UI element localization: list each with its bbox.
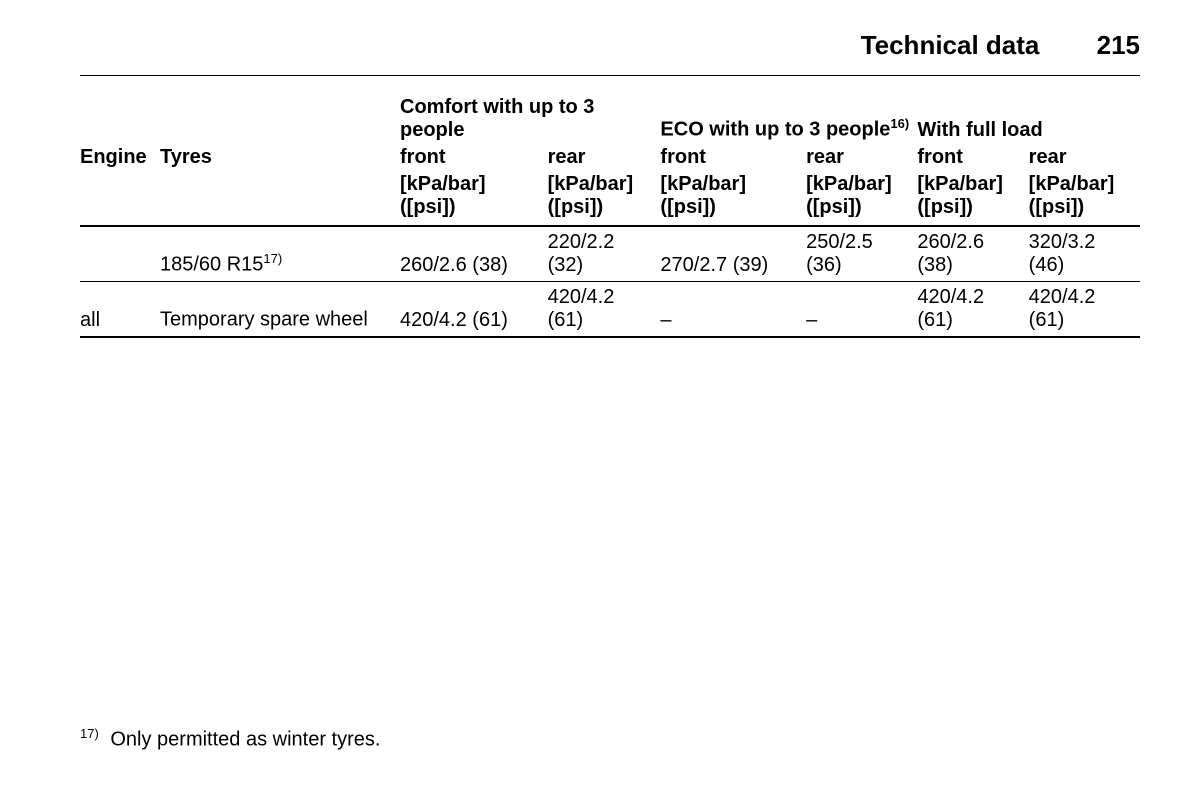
page: Technical data 215 Comfort with up to 3 … xyxy=(0,0,1200,802)
cell-comfort-rear: 420/4.2 (61) xyxy=(548,282,661,338)
unit-full-rear: [kPa/bar] ([psi]) xyxy=(1029,171,1140,226)
pos-eco-rear: rear xyxy=(806,144,917,171)
group-eco-sup: 16) xyxy=(890,116,909,131)
cell-eco-rear: – xyxy=(806,282,917,338)
unit-full-front: [kPa/bar] ([psi]) xyxy=(917,171,1028,226)
pos-comfort-rear: rear xyxy=(548,144,661,171)
cell-engine: all xyxy=(80,282,160,338)
footnote-marker: 17) xyxy=(80,726,99,741)
col-tyres: Tyres xyxy=(160,144,400,171)
tyre-pressure-table: Comfort with up to 3 people ECO with up … xyxy=(80,76,1140,338)
cell-tyres: 185/60 R1517) xyxy=(160,226,400,282)
unit-comfort-rear: [kPa/bar] ([psi]) xyxy=(548,171,661,226)
unit-eco-front: [kPa/bar] ([psi]) xyxy=(660,171,806,226)
pos-comfort-front: front xyxy=(400,144,548,171)
pos-full-rear: rear xyxy=(1029,144,1140,171)
table-group-header-row: Comfort with up to 3 people ECO with up … xyxy=(80,76,1140,144)
group-eco-label: ECO with up to 3 people xyxy=(660,119,890,141)
table-row: 185/60 R1517) 260/2.6 (38) 220/2.2 (32) … xyxy=(80,226,1140,282)
cell-comfort-front: 260/2.6 (38) xyxy=(400,226,548,282)
page-number: 215 xyxy=(1097,30,1140,60)
cell-eco-front: 270/2.7 (39) xyxy=(660,226,806,282)
unit-comfort-front: [kPa/bar] ([psi]) xyxy=(400,171,548,226)
footnote-text: Only permitted as winter tyres. xyxy=(110,729,380,751)
col-engine: Engine xyxy=(80,144,160,171)
unit-eco-rear: [kPa/bar] ([psi]) xyxy=(806,171,917,226)
pos-eco-front: front xyxy=(660,144,806,171)
section-title: Technical data xyxy=(861,30,1040,60)
table-unit-header-row: [kPa/bar] ([psi]) [kPa/bar] ([psi]) [kPa… xyxy=(80,171,1140,226)
cell-full-front: 260/2.6 (38) xyxy=(917,226,1028,282)
table-row: all Temporary spare wheel 420/4.2 (61) 4… xyxy=(80,282,1140,338)
table-position-header-row: Engine Tyres front rear front rear front… xyxy=(80,144,1140,171)
pos-full-front: front xyxy=(917,144,1028,171)
cell-tyres: Temporary spare wheel xyxy=(160,282,400,338)
cell-engine xyxy=(80,226,160,282)
cell-eco-rear: 250/2.5 (36) xyxy=(806,226,917,282)
cell-full-rear: 320/3.2 (46) xyxy=(1029,226,1140,282)
footnote: 17) Only permitted as winter tyres. xyxy=(80,726,380,752)
cell-comfort-rear: 220/2.2 (32) xyxy=(548,226,661,282)
group-full: With full load xyxy=(917,76,1140,144)
cell-eco-front: – xyxy=(660,282,806,338)
cell-full-front: 420/4.2 (61) xyxy=(917,282,1028,338)
cell-full-rear: 420/4.2 (61) xyxy=(1029,282,1140,338)
group-comfort: Comfort with up to 3 people xyxy=(400,76,660,144)
page-header: Technical data 215 xyxy=(80,30,1140,71)
group-eco: ECO with up to 3 people16) xyxy=(660,76,917,144)
cell-comfort-front: 420/4.2 (61) xyxy=(400,282,548,338)
